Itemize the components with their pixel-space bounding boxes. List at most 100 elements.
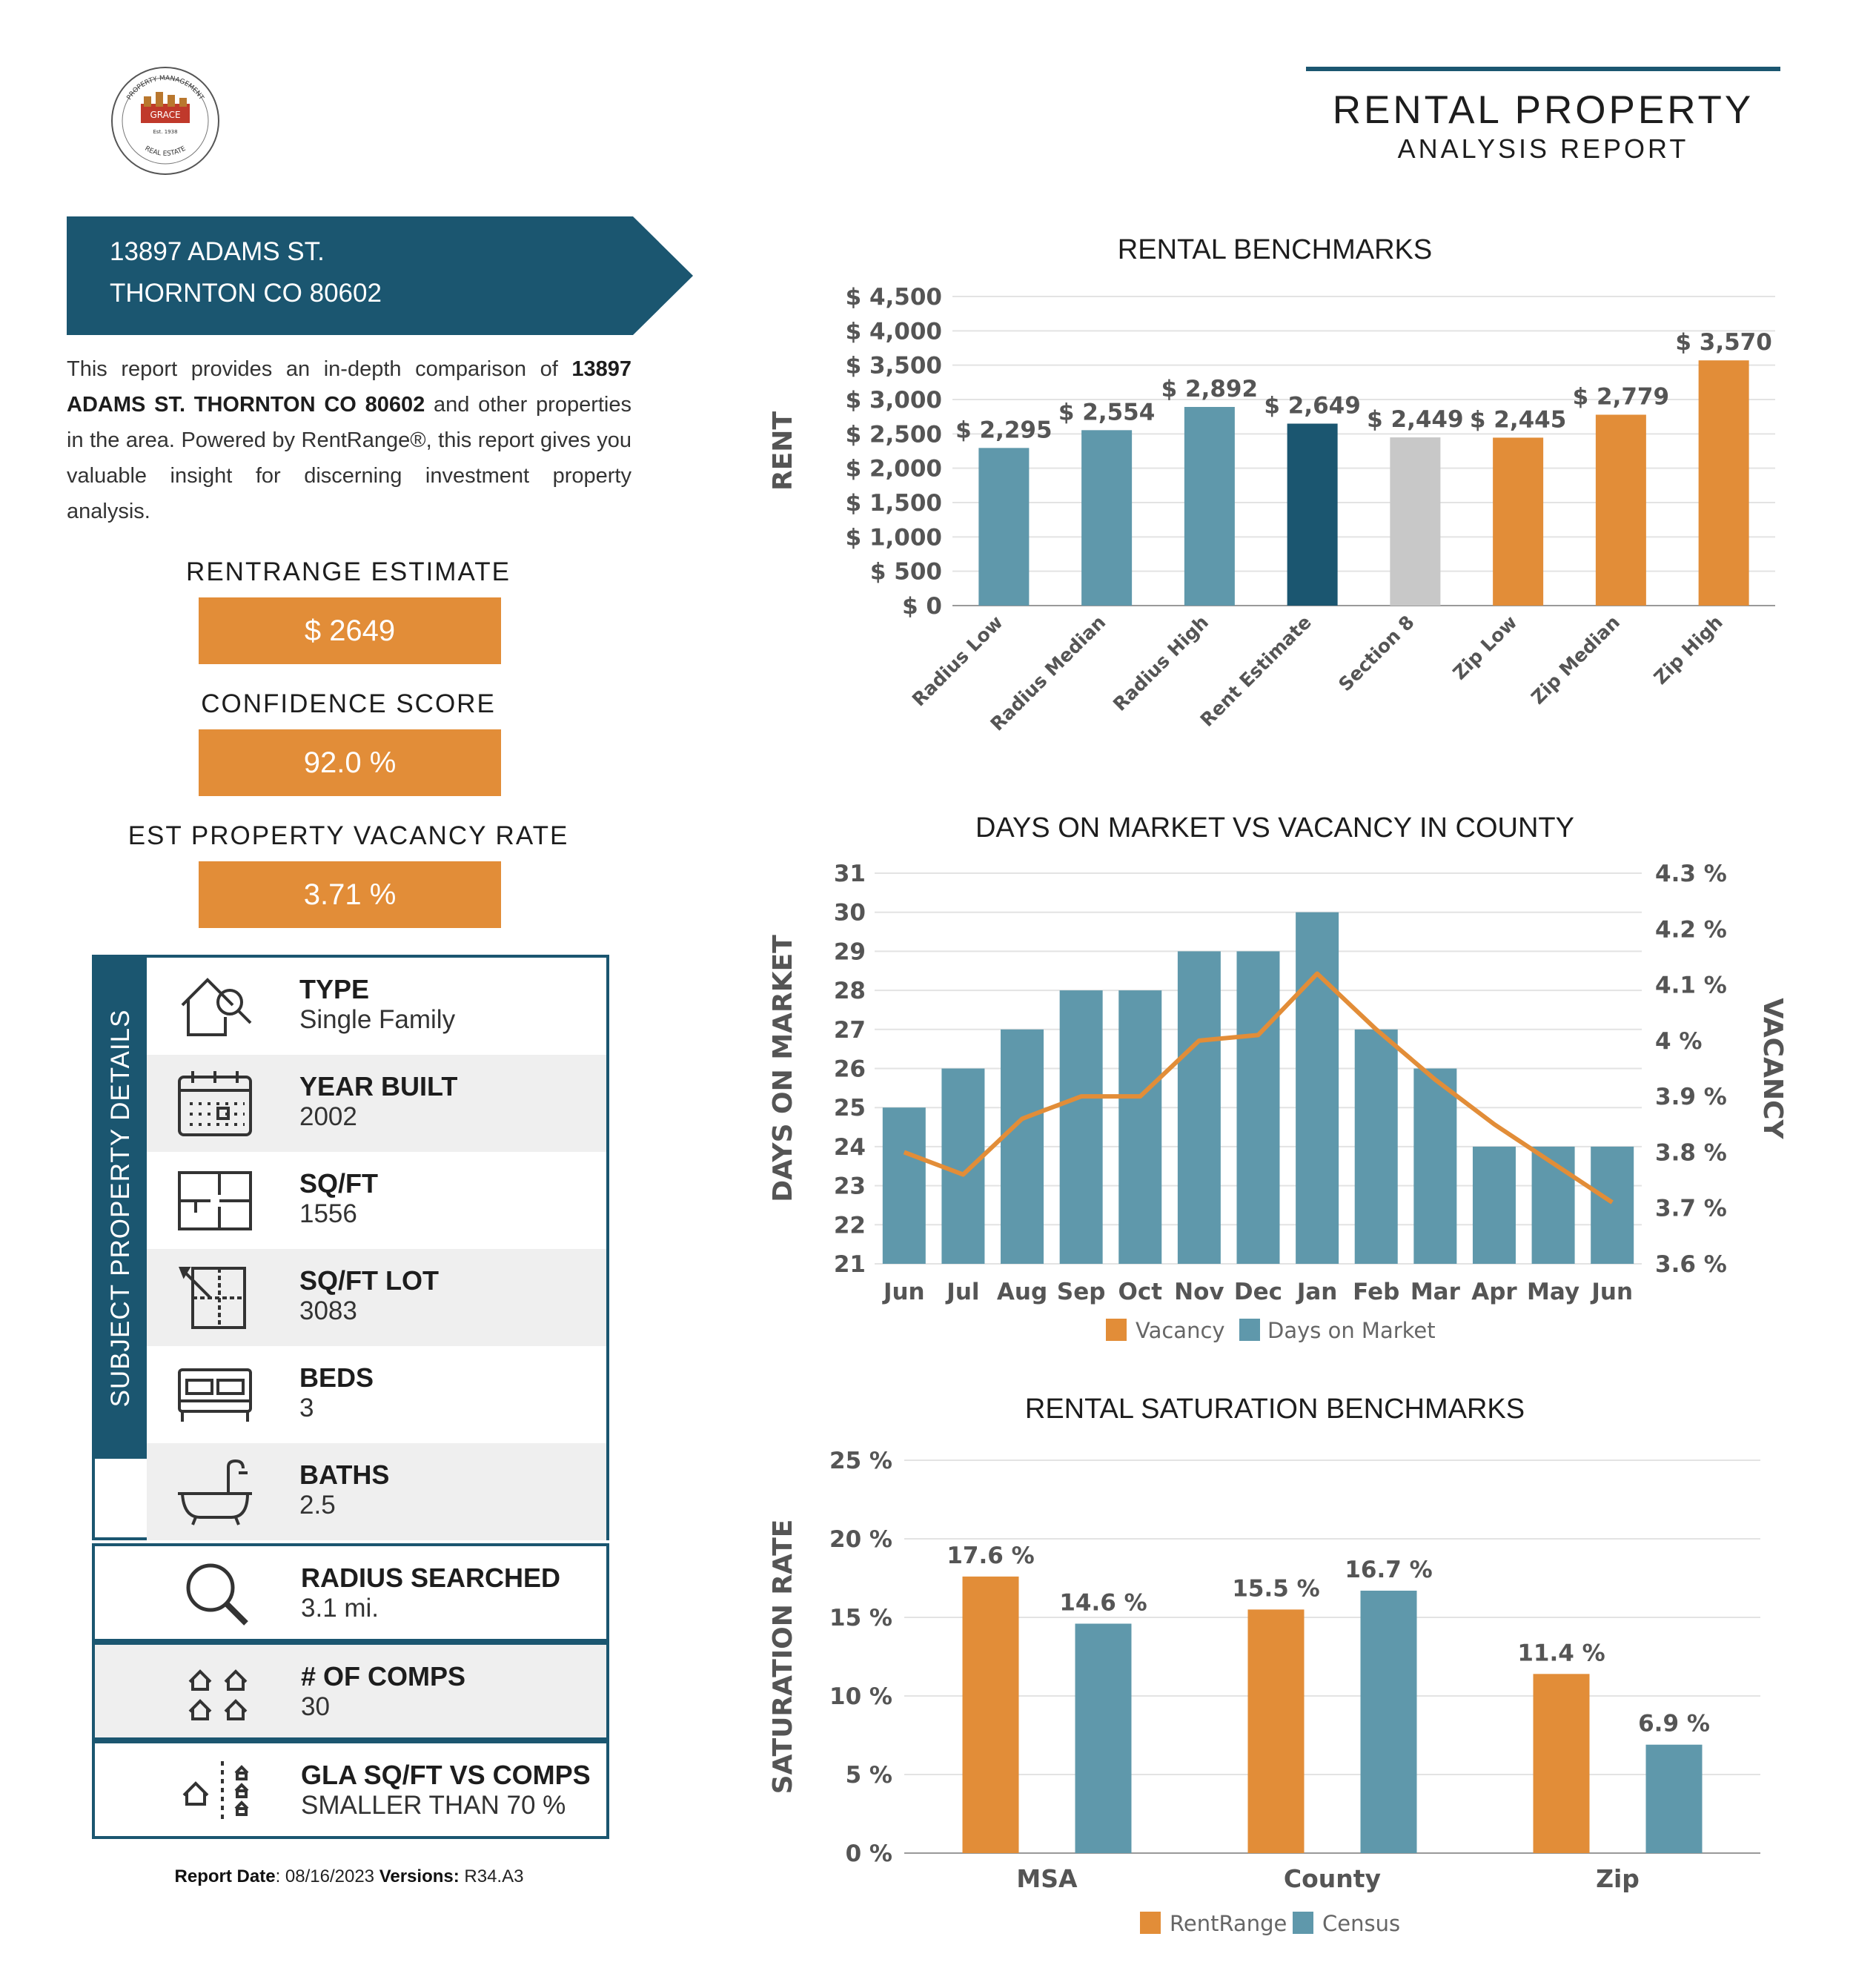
report-date: : 08/16/2023 — [275, 1866, 379, 1886]
logo-est: Est. 1938 — [153, 129, 177, 135]
bar — [1354, 1029, 1398, 1264]
bar — [1296, 912, 1339, 1264]
vacancy-rate-label: EST PROPERTY VACANCY RATE — [127, 821, 569, 850]
bar — [941, 1068, 985, 1264]
gla-comparison-title: GLA SQ/FT VS COMPS — [301, 1760, 591, 1790]
detail-row-sqft: SQ/FT 1556 — [147, 1152, 606, 1249]
x-tick-label: Nov — [1174, 1279, 1224, 1305]
y-tick-label: 23 — [834, 1173, 866, 1200]
detail-title: SQ/FT LOT — [299, 1265, 439, 1296]
x-tick-label: County — [1284, 1864, 1381, 1893]
report-subtitle: ANALYSIS REPORT — [1397, 133, 1689, 164]
vacancy-rate-value: 3.71 % — [199, 861, 501, 928]
address-line-2: THORNTON CO 80602 — [110, 279, 382, 308]
y-tick-label: $ 2,000 — [846, 456, 942, 483]
detail-title: BEDS — [299, 1362, 374, 1393]
bar — [882, 1107, 926, 1264]
version-label: Versions: — [379, 1866, 460, 1886]
y-tick-label: 0 % — [846, 1840, 892, 1867]
y-axis-label: RENT — [768, 411, 798, 491]
data-label: 6.9 % — [1638, 1711, 1710, 1737]
rental-benchmarks-chart: $ 0 $ 500 $ 1,000 $ 1,500 $ 2,000 $ 2,500 $ 3,… — [768, 284, 1775, 735]
x-tick-label: Zip Low — [1448, 612, 1521, 684]
comps-count-title: # OF COMPS — [301, 1661, 466, 1692]
data-label: $ 2,649 — [1264, 393, 1360, 420]
radius-searched-title: RADIUS SEARCHED — [301, 1563, 561, 1593]
y-tick-label: $ 1,000 — [846, 524, 942, 551]
x-tick-label: Radius Low — [908, 612, 1007, 711]
y2-tick-label: 4.2 % — [1655, 916, 1727, 943]
details-side-band — [95, 958, 147, 1459]
comps-count-box: # OF COMPS 30 — [92, 1642, 609, 1740]
address-line-1: 13897 ADAMS ST. — [110, 237, 325, 266]
y-tick-label: 21 — [834, 1251, 866, 1278]
legend-swatch-days — [1239, 1319, 1260, 1341]
chart-title-saturation: RENTAL SATURATION BENCHMARKS — [1024, 1394, 1525, 1425]
y2-tick-label: 3.7 % — [1655, 1196, 1727, 1222]
bar — [978, 448, 1030, 606]
y-tick-label: $ 3,000 — [846, 387, 942, 414]
y-tick-label: 10 % — [829, 1683, 892, 1710]
y2-tick-label: 3.8 % — [1655, 1139, 1727, 1166]
detail-row-baths: BATHS 2.5 — [147, 1443, 606, 1540]
version-value: R34.A3 — [459, 1866, 524, 1886]
detail-value: 3083 — [299, 1296, 357, 1325]
x-tick-label: Apr — [1471, 1279, 1517, 1305]
y2-tick-label: 4.1 % — [1655, 973, 1727, 999]
y-tick-label: 29 — [834, 938, 866, 965]
bar — [1645, 1744, 1703, 1853]
bar — [1236, 951, 1280, 1264]
address-banner — [67, 216, 693, 335]
legend-swatch-vacancy — [1106, 1319, 1127, 1341]
confidence-score-label: CONFIDENCE SCORE — [201, 689, 496, 718]
chart-title-days-on-market: DAYS ON MARKET VS VACANCY IN COUNTY — [975, 812, 1574, 844]
data-label: $ 2,554 — [1058, 399, 1155, 425]
x-tick-label: Jul — [945, 1279, 979, 1305]
x-tick-label: Zip — [1596, 1864, 1640, 1893]
y2-tick-label: 3.6 % — [1655, 1251, 1727, 1278]
y2-tick-label: 4.3 % — [1655, 861, 1727, 887]
report-date-label: Report Date — [174, 1866, 276, 1886]
bar — [1118, 990, 1162, 1264]
bar — [1075, 1623, 1132, 1853]
bar — [1287, 423, 1338, 606]
house-search-icon — [181, 978, 252, 1036]
gla-comparison-box: GLA SQ/FT VS COMPS SMALLER THAN 70 % — [92, 1740, 609, 1839]
y2-tick-label: 3.9 % — [1655, 1084, 1727, 1110]
magnifier-icon — [186, 1563, 248, 1626]
house-compare-icon — [182, 1761, 249, 1823]
y-tick-label: 5 % — [846, 1762, 892, 1789]
y-tick-label: $ 2,500 — [846, 421, 942, 448]
data-label: $ 2,295 — [955, 417, 1052, 443]
intro-paragraph: This report provides an in-depth compari… — [67, 351, 632, 529]
x-tick-label: Radius High — [1109, 612, 1213, 715]
detail-value: Single Family — [299, 1005, 456, 1034]
detail-value: 1556 — [299, 1199, 357, 1228]
vacancy-line — [903, 971, 1614, 1205]
data-label: 11.4 % — [1517, 1640, 1605, 1666]
x-tick-label: Mar — [1411, 1279, 1461, 1305]
x-tick-label: Sep — [1057, 1279, 1106, 1305]
x-tick-label: Jun — [882, 1279, 925, 1305]
y-tick-label: $ 1,500 — [846, 490, 942, 517]
data-label: $ 3,570 — [1675, 329, 1771, 356]
y-axis-label: SATURATION RATE — [768, 1520, 798, 1795]
data-label: $ 2,779 — [1573, 383, 1669, 410]
x-tick-label: Radius Median — [987, 612, 1110, 735]
legend-label-days: Days on Market — [1267, 1318, 1436, 1343]
data-label: 16.7 % — [1345, 1557, 1432, 1583]
legend-swatch-rentrange — [1140, 1912, 1161, 1934]
legend-label-rentrange: RentRange — [1170, 1911, 1287, 1936]
x-tick-label: Rent Estimate — [1196, 612, 1316, 731]
y-tick-label: $ 0 — [902, 593, 942, 620]
bar — [962, 1576, 1019, 1853]
x-tick-label: Zip High — [1650, 612, 1727, 689]
confidence-score-value: 92.0 % — [199, 729, 501, 796]
bed-icon — [178, 1368, 252, 1422]
y2-tick-label: 4 % — [1655, 1028, 1702, 1055]
radius-searched-box: RADIUS SEARCHED 3.1 mi. — [92, 1543, 609, 1642]
calendar-icon — [178, 1071, 252, 1136]
y-axis-label: DAYS ON MARKET — [768, 935, 798, 1202]
bar — [1390, 437, 1441, 606]
data-label: $ 2,445 — [1470, 406, 1566, 433]
